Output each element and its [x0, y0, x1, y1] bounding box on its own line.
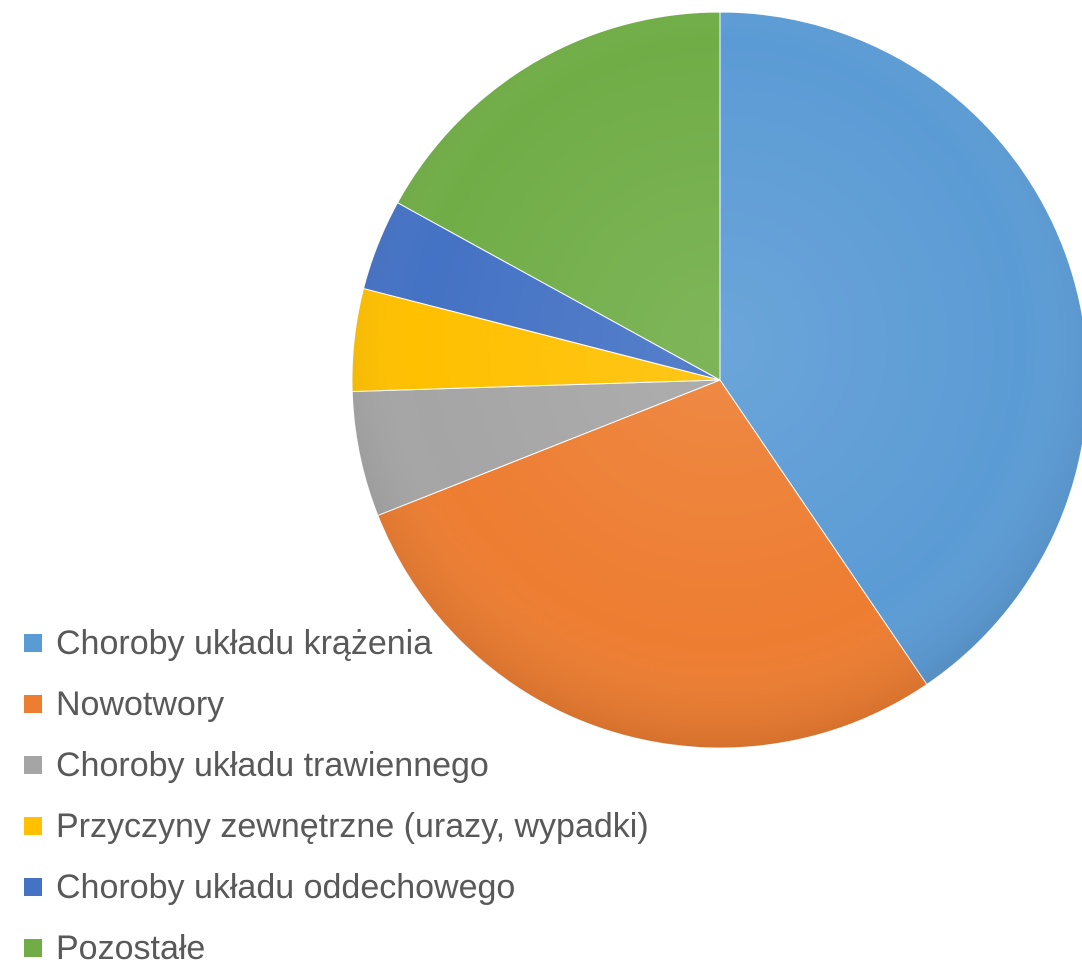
legend-item-choroby-ukladu-krazenia[interactable]: Choroby układu krążenia	[24, 612, 649, 673]
legend-swatch-choroby-ukladu-krazenia	[24, 633, 42, 652]
legend-label-nowotwory: Nowotwory	[56, 684, 225, 723]
legend-swatch-nowotwory	[24, 694, 42, 713]
legend-item-przyczyny-zewnetrzne[interactable]: Przyczyny zewnętrzne (urazy, wypadki)	[24, 795, 649, 856]
legend-label-choroby-ukladu-trawiennego: Choroby układu trawiennego	[56, 745, 489, 784]
legend-swatch-choroby-ukladu-oddechowego	[24, 877, 42, 896]
legend-item-choroby-ukladu-oddechowego[interactable]: Choroby układu oddechowego	[24, 856, 649, 917]
legend-item-nowotwory[interactable]: Nowotwory	[24, 673, 649, 734]
legend-label-choroby-ukladu-oddechowego: Choroby układu oddechowego	[56, 867, 516, 906]
legend-item-choroby-ukladu-trawiennego[interactable]: Choroby układu trawiennego	[24, 734, 649, 795]
legend-swatch-przyczyny-zewnetrzne	[24, 816, 42, 835]
legend-label-przyczyny-zewnetrzne: Przyczyny zewnętrzne (urazy, wypadki)	[56, 806, 649, 845]
legend-swatch-pozostale	[24, 938, 42, 957]
legend-label-pozostale: Pozostałe	[56, 928, 206, 967]
legend-swatch-choroby-ukladu-trawiennego	[24, 755, 42, 774]
legend: Choroby układu krążenia Nowotwory Chorob…	[24, 612, 649, 978]
legend-label-choroby-ukladu-krazenia: Choroby układu krążenia	[56, 623, 433, 662]
legend-item-pozostale[interactable]: Pozostałe	[24, 917, 649, 978]
